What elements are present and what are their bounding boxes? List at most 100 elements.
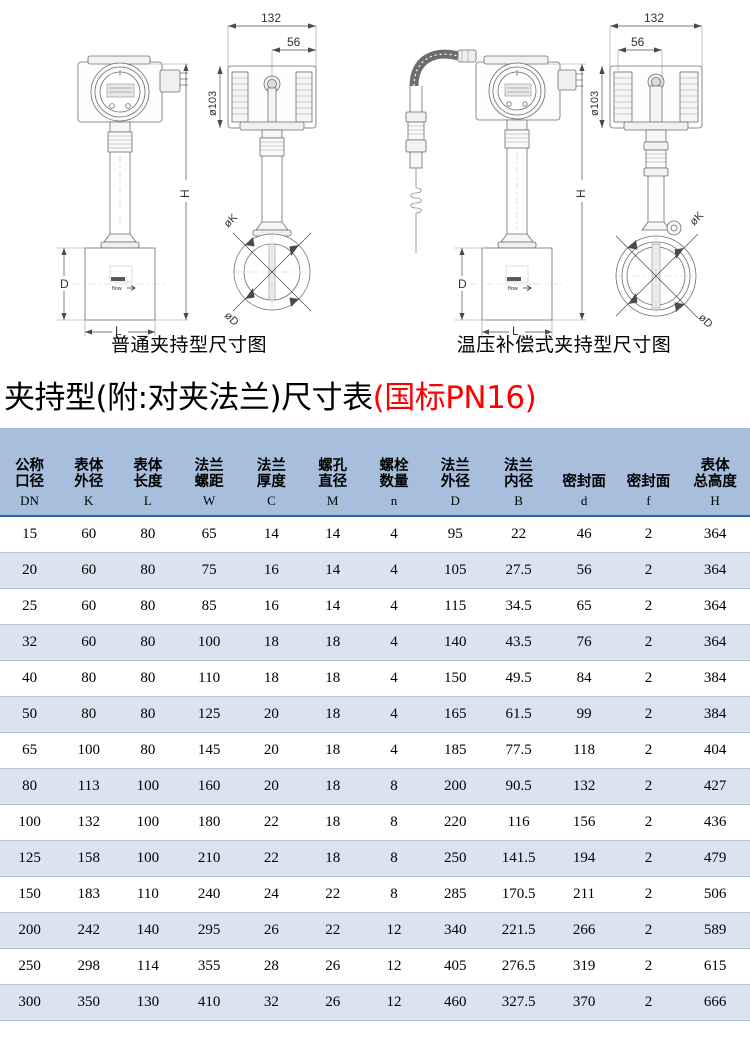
cell-l: 130 [118, 984, 178, 1021]
cell-k: 80 [59, 660, 119, 697]
cell-l: 80 [118, 624, 178, 661]
table-row: 200 242 140 295 26 22 12 340 221.5 266 2 589 [0, 912, 750, 949]
cell-n: 4 [363, 732, 425, 769]
cell-l: 140 [118, 912, 178, 949]
column-header-dn: 公称 口径 DN [0, 428, 60, 517]
title-standard-badge: (国标PN16) [372, 379, 537, 416]
cell-h: 436 [680, 804, 750, 841]
column-header-line1: 表体 [133, 457, 163, 474]
cell-w: 180 [177, 804, 241, 841]
column-header-line2: 厚度 [256, 474, 286, 491]
cell-d: 250 [424, 840, 486, 877]
page-title: 夹持型(附:对夹法兰)尺寸表 (国标PN16) [0, 368, 750, 420]
cell-h: 364 [680, 552, 750, 589]
cell-c: 28 [240, 948, 303, 985]
cell-dn: 80 [0, 768, 60, 805]
cell-d: 200 [424, 768, 486, 805]
cell-d: 194 [551, 840, 617, 877]
cell-f: 2 [616, 768, 681, 805]
cell-n: 8 [363, 768, 425, 805]
cell-m: 26 [302, 948, 364, 985]
table-row: 300 350 130 410 32 26 12 460 327.5 370 2 666 [0, 984, 750, 1021]
cell-w: 410 [177, 984, 241, 1021]
cell-c: 14 [240, 516, 303, 553]
table-row: 65 100 80 145 20 18 4 185 77.5 118 2 404 [0, 732, 750, 769]
column-header-line2: 螺距 [194, 474, 224, 491]
cell-n: 4 [363, 588, 425, 625]
cell-h: 364 [680, 516, 750, 553]
cell-c: 20 [240, 732, 303, 769]
cell-n: 4 [363, 660, 425, 697]
svg-text:H: H [178, 189, 192, 198]
cell-dn: 15 [0, 516, 60, 553]
cell-d: 460 [424, 984, 486, 1021]
cell-w: 355 [177, 948, 241, 985]
cell-m: 18 [302, 624, 364, 661]
column-header-symbol: W [202, 493, 216, 509]
cell-m: 18 [302, 804, 364, 841]
cell-b: 276.5 [485, 948, 552, 985]
cell-b: 22 [485, 516, 552, 553]
cell-h: 589 [680, 912, 750, 949]
cell-h: 615 [680, 948, 750, 985]
cell-d: 132 [551, 768, 617, 805]
cell-b: 90.5 [485, 768, 552, 805]
column-header-d: 法兰 外径 D [424, 428, 486, 517]
cell-n: 8 [363, 876, 425, 913]
cell-b: 77.5 [485, 732, 552, 769]
svg-text:øD: øD [696, 312, 715, 331]
cell-h: 479 [680, 840, 750, 877]
cell-f: 2 [616, 876, 681, 913]
cell-l: 80 [118, 588, 178, 625]
cell-b: 170.5 [485, 876, 552, 913]
cell-dn: 32 [0, 624, 60, 661]
table-row: 100 132 100 180 22 18 8 220 116 156 2 436 [0, 804, 750, 841]
column-header-line2: 口径 [15, 474, 45, 491]
column-header-symbol: K [84, 493, 94, 509]
cell-w: 75 [177, 552, 241, 589]
column-header-k: 表体 外径 K [59, 428, 119, 517]
column-header-m: 螺孔 直径 M [302, 428, 364, 517]
cell-l: 100 [118, 804, 178, 841]
cell-k: 60 [59, 516, 119, 553]
column-header-line2: 密封面 [626, 474, 671, 491]
column-header-f: 密封面 f [616, 428, 681, 517]
column-header-line2: 内径 [504, 474, 534, 491]
cell-f: 2 [616, 948, 681, 985]
column-header-b: 法兰 内径 B [485, 428, 552, 517]
cell-b: 116 [485, 804, 552, 841]
column-header-line1: 法兰 [440, 457, 470, 474]
cell-w: 295 [177, 912, 241, 949]
svg-text:132: 132 [644, 11, 664, 25]
cell-d: 285 [424, 876, 486, 913]
cell-m: 22 [302, 912, 364, 949]
cell-c: 18 [240, 624, 303, 661]
cell-dn: 125 [0, 840, 60, 877]
cell-d: 319 [551, 948, 617, 985]
cell-m: 18 [302, 660, 364, 697]
cell-h: 666 [680, 984, 750, 1021]
cell-h: 427 [680, 768, 750, 805]
cell-k: 132 [59, 804, 119, 841]
cell-f: 2 [616, 624, 681, 661]
cell-c: 20 [240, 768, 303, 805]
column-header-line1: 法兰 [504, 457, 534, 474]
column-header-line2: 外径 [74, 474, 104, 491]
column-header-n: 螺栓 数量 n [363, 428, 425, 517]
cell-w: 240 [177, 876, 241, 913]
svg-text:D: D [458, 277, 467, 291]
temp-pressure-compensated-drawing: flow D L [405, 10, 715, 338]
cell-c: 24 [240, 876, 303, 913]
cell-m: 14 [302, 588, 364, 625]
cell-d: 95 [424, 516, 486, 553]
cell-b: 34.5 [485, 588, 552, 625]
cell-d: 150 [424, 660, 486, 697]
column-header-line1: 法兰 [256, 457, 286, 474]
cell-d: 340 [424, 912, 486, 949]
column-header-line2: 数量 [379, 474, 409, 491]
cell-n: 4 [363, 624, 425, 661]
cell-l: 114 [118, 948, 178, 985]
cell-d: 118 [551, 732, 617, 769]
svg-text:56: 56 [287, 35, 301, 49]
column-header-symbol: d [580, 493, 588, 509]
